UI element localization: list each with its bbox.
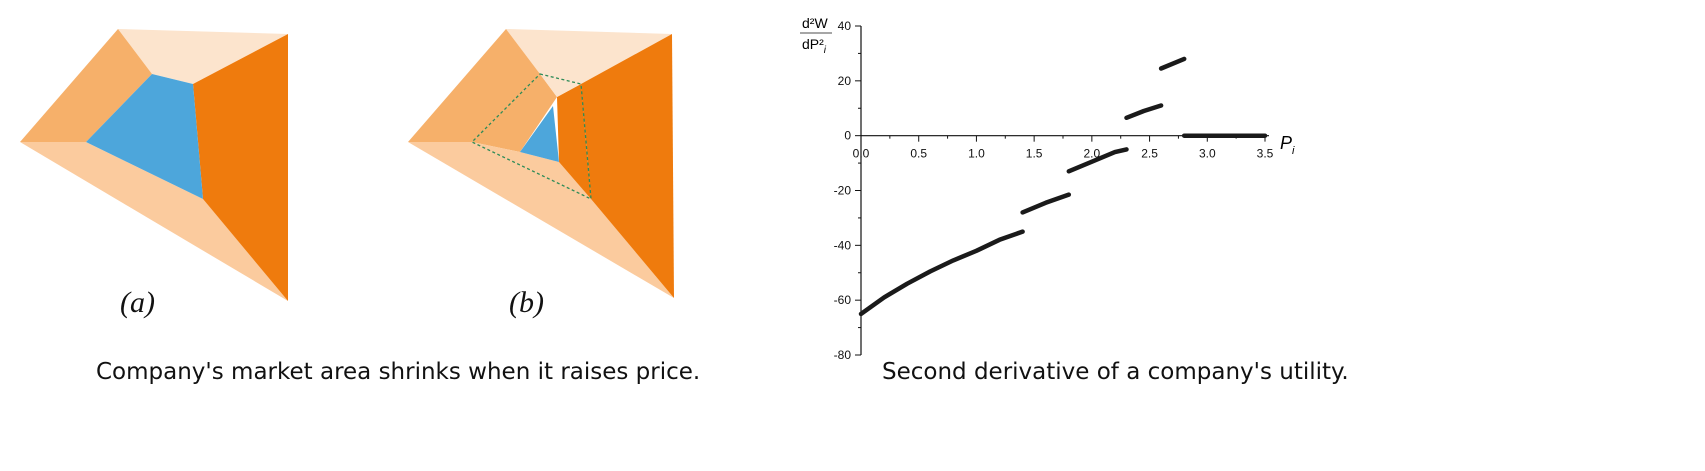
x-tick-label: 1.0 <box>968 147 985 161</box>
xlabel-sub: i <box>1292 145 1295 157</box>
region-right <box>581 34 674 298</box>
ylabel-den-sub: i <box>824 45 827 56</box>
x-axis-label: Pi <box>1280 133 1295 157</box>
chart-svg: 40 20 0 -20 -40 -60 -80 0.0 0.5 1.0 1.5 2.0 2.5 3.0 3.… <box>800 15 1295 362</box>
sublabel-a: (a) <box>120 286 155 319</box>
x-tick-label: 3.0 <box>1199 147 1216 161</box>
x-tick-label: 0.0 <box>853 147 870 161</box>
second-derivative-chart: 40 20 0 -20 -40 -60 -80 0.0 0.5 1.0 1.5 2.0 2.5 3.0 3.… <box>800 0 1705 466</box>
y-tick-label: 40 <box>838 19 852 33</box>
region-left <box>20 29 152 142</box>
y-tick-label: -60 <box>834 293 852 307</box>
xlabel-text: P <box>1280 133 1292 153</box>
x-tick-label: 1.5 <box>1026 147 1043 161</box>
previous-market-area-outline <box>470 73 592 201</box>
curve-segment-5 <box>1158 56 1187 71</box>
diagram-a <box>20 29 288 301</box>
ylabel-den-text: dP² <box>802 36 824 52</box>
x-tick-label: 2.0 <box>1084 147 1101 161</box>
market-area-diagrams <box>20 29 674 301</box>
region-left-expanded <box>472 74 557 152</box>
x-tick-label: 0.5 <box>910 147 927 161</box>
curve-segment-2 <box>1020 192 1072 215</box>
company-shrunk-area <box>520 106 559 162</box>
region-bottom-expanded <box>472 142 591 199</box>
left-caption: Company's market area shrinks when it ra… <box>96 359 701 385</box>
y-tick-label: -80 <box>834 348 852 362</box>
curve-segment-3 <box>1066 147 1129 174</box>
x-tick-label: 2.5 <box>1141 147 1158 161</box>
region-top <box>118 29 288 84</box>
ticks: 40 20 0 -20 -40 -60 -80 0.0 0.5 1.0 1.5 2.0 2.5 3.0 3.… <box>834 19 1274 362</box>
sublabel-b: (b) <box>509 286 544 319</box>
region-left <box>408 29 540 142</box>
region-bottom <box>20 142 288 301</box>
region-top <box>506 29 672 84</box>
x-tick-label: 3.5 <box>1257 147 1274 161</box>
region-right-expanded <box>557 84 591 199</box>
y-tick-label: -40 <box>834 238 852 252</box>
region-top-expanded <box>540 74 581 97</box>
curve-segment-4 <box>1124 103 1164 121</box>
axes <box>860 26 1269 355</box>
y-tick-label: 20 <box>838 74 852 88</box>
ylabel-numerator: d²W <box>802 15 828 31</box>
diagram-b <box>408 29 674 298</box>
market-area-figure: (a) (b) Company's market area shrinks wh… <box>0 0 860 466</box>
series <box>858 56 1268 317</box>
y-tick-label: 0 <box>844 129 851 143</box>
ylabel-denominator: dP²i <box>802 36 827 56</box>
right-caption: Second derivative of a company's utility… <box>882 359 1349 385</box>
region-right <box>193 34 288 301</box>
curve-segment-1 <box>858 229 1025 317</box>
y-tick-label: -20 <box>834 184 852 198</box>
company-market-area <box>86 74 203 199</box>
region-bottom <box>408 142 674 298</box>
y-axis-label: d²W dP²i <box>800 15 832 56</box>
